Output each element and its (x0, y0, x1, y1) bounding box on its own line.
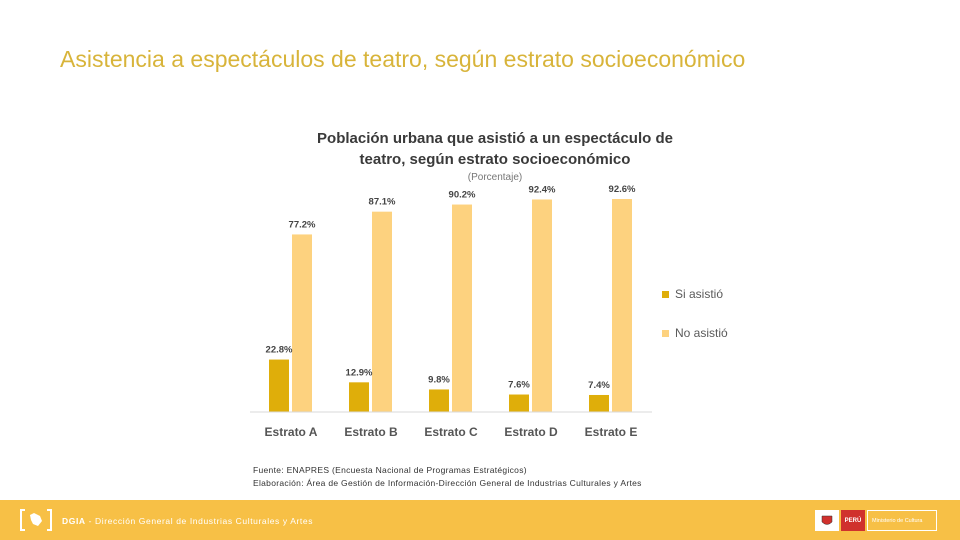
chart-title: Población urbana que asistió a un espect… (240, 128, 750, 170)
chart-legend: Si asistió No asistió (662, 285, 728, 363)
legend-swatch-si-asistio (662, 290, 669, 298)
x-tick-label-2: Estrato B (344, 425, 398, 439)
bar-si-asistio-2 (349, 382, 369, 412)
slide-title: Asistencia a espectáculos de teatro, seg… (60, 46, 746, 72)
footer-org: DGIA (62, 516, 86, 526)
bar-no-asistio-4 (532, 199, 552, 412)
elaboration-line: Elaboración: Área de Gestión de Informac… (253, 478, 642, 488)
ministry-badge: PERÚ Ministerio de Cultura (815, 510, 937, 531)
data-label-no-asistio-2: 87.1% (369, 197, 396, 208)
x-tick-label-1: Estrato A (265, 425, 318, 439)
bar-no-asistio-2 (372, 211, 392, 412)
data-label-si-asistio-2: 12.9% (346, 367, 373, 378)
footer-org-full: Dirección General de Industrias Cultural… (95, 516, 314, 526)
legend-item-si-asistio: Si asistió (662, 285, 728, 303)
badge-ministry: Ministerio de Cultura (867, 510, 937, 531)
legend-item-no-asistio: No asistió (662, 324, 728, 342)
data-label-no-asistio-4: 92.4% (529, 184, 556, 195)
x-tick-label-3: Estrato C (424, 425, 478, 439)
data-label-no-asistio-3: 90.2% (449, 190, 476, 201)
legend-label-si-asistio: Si asistió (675, 287, 724, 301)
data-label-si-asistio-1: 22.8% (266, 345, 293, 356)
data-label-si-asistio-5: 7.4% (588, 380, 610, 391)
bar-si-asistio-3 (429, 389, 449, 412)
data-label-no-asistio-1: 77.2% (289, 219, 316, 230)
x-tick-label-5: Estrato E (585, 425, 638, 439)
data-label-no-asistio-5: 92.6% (609, 184, 636, 195)
coat-of-arms-icon (815, 510, 839, 531)
legend-swatch-no-asistio (662, 329, 669, 337)
chart-subtitle: (Porcentaje) (467, 172, 523, 183)
data-label-si-asistio-3: 9.8% (428, 374, 450, 385)
bar-si-asistio-4 (509, 394, 529, 412)
legend-label-no-asistio: No asistió (675, 326, 728, 340)
data-label-si-asistio-4: 7.6% (508, 380, 530, 391)
bar-si-asistio-1 (269, 359, 289, 412)
bar-no-asistio-5 (612, 199, 632, 412)
bar-no-asistio-1 (292, 234, 312, 412)
footer-bar: DGIA - Dirección General de Industrias C… (0, 500, 960, 540)
chart-title-line2: teatro, según estrato socioeconómico (359, 151, 631, 168)
footer-text: DGIA - Dirección General de Industrias C… (62, 516, 313, 526)
source-line: Fuente: ENAPRES (Encuesta Nacional de Pr… (253, 465, 527, 475)
chart-labels: 22.8% 77.2% Estrato A 12.9% 87.1% Estrato B 9.… (265, 184, 638, 439)
chart-bars (269, 199, 632, 412)
x-tick-label-4: Estrato D (504, 425, 558, 439)
badge-peru: PERÚ (841, 510, 865, 531)
chart-title-line1: Población urbana que asistió a un espect… (317, 130, 673, 147)
ministry-logo-icon (20, 509, 52, 531)
bar-si-asistio-5 (589, 394, 609, 412)
source-note: Fuente: ENAPRES (Encuesta Nacional de Pr… (253, 464, 642, 490)
bar-no-asistio-3 (452, 204, 472, 412)
footer-separator: - (85, 516, 96, 526)
